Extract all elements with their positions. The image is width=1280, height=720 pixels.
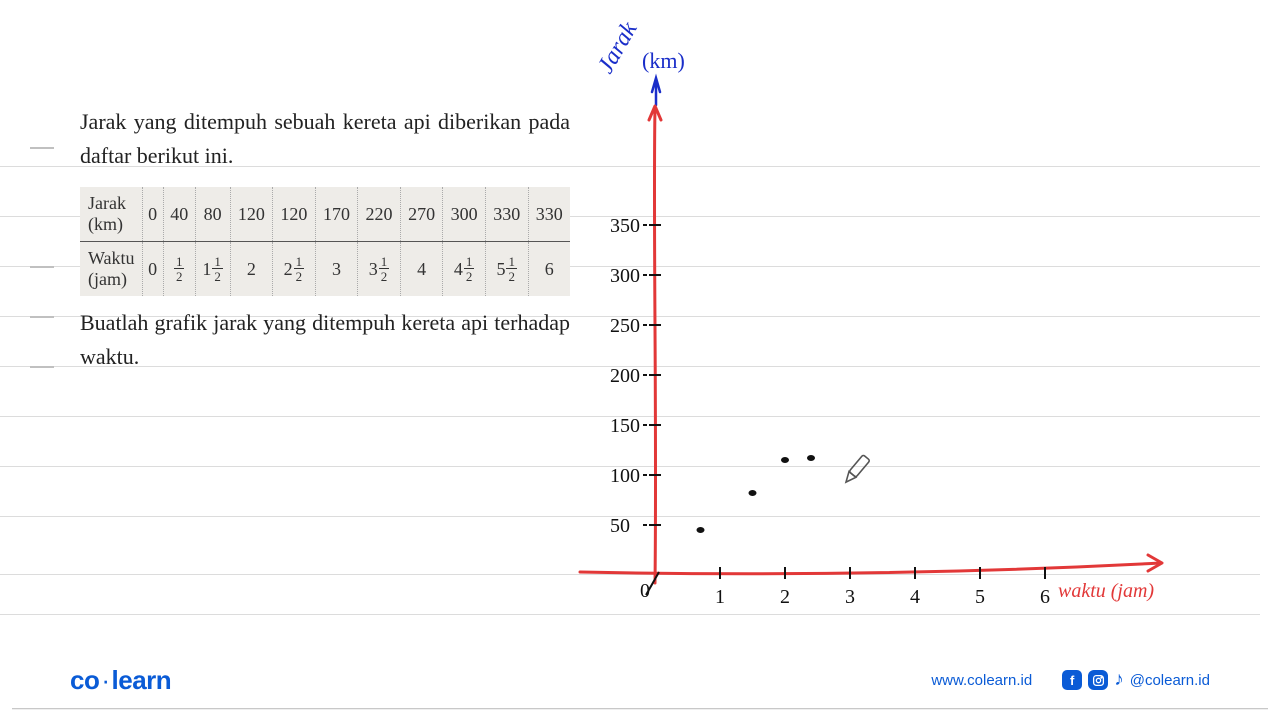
cell: 6 xyxy=(528,242,570,297)
problem-panel: Jarak yang ditempuh sebuah kereta api di… xyxy=(80,105,570,374)
svg-text:150: 150 xyxy=(610,415,640,437)
svg-text:200: 200 xyxy=(610,365,640,387)
svg-text:(km): (km) xyxy=(642,48,685,73)
svg-text:5: 5 xyxy=(975,586,985,608)
cell: 120 xyxy=(230,187,273,242)
brand-learn: learn xyxy=(112,665,172,695)
cell: 270 xyxy=(400,187,443,242)
cell: 12 xyxy=(163,242,195,297)
facebook-icon[interactable]: f xyxy=(1062,670,1082,690)
svg-text:2: 2 xyxy=(780,586,790,608)
table-row-jarak: Jarak (km) 0 40 80 120 120 170 220 270 3… xyxy=(80,187,570,242)
svg-text:1: 1 xyxy=(715,586,725,608)
instagram-icon[interactable] xyxy=(1088,670,1108,690)
brand-co: co xyxy=(70,665,99,695)
brand-logo: co·learn xyxy=(70,665,171,696)
cell: 80 xyxy=(195,187,230,242)
svg-text:100: 100 xyxy=(610,465,640,487)
svg-text:6: 6 xyxy=(1040,586,1050,608)
cell: 120 xyxy=(273,187,316,242)
svg-text:Jarak: Jarak xyxy=(593,20,643,78)
cell: 312 xyxy=(358,242,401,297)
svg-text:350: 350 xyxy=(610,215,640,237)
site-link[interactable]: www.colearn.id xyxy=(931,672,1032,689)
social-icons: f ♪ @colearn.id xyxy=(1062,669,1210,691)
brand-dot: · xyxy=(101,665,109,695)
footer-right: www.colearn.id f ♪ @colearn.id xyxy=(931,669,1210,691)
svg-text:300: 300 xyxy=(610,265,640,287)
svg-text:3: 3 xyxy=(845,586,855,608)
cell: 412 xyxy=(443,242,486,297)
cell: 0 xyxy=(142,187,163,242)
cell: 300 xyxy=(443,187,486,242)
tiktok-icon[interactable]: ♪ xyxy=(1114,669,1124,691)
cell: 170 xyxy=(315,187,358,242)
cell: 220 xyxy=(358,187,401,242)
chart-area: Jarak (km)050100150200250300350123456wak… xyxy=(570,20,1210,620)
row-label-waktu: Waktu (jam) xyxy=(80,242,142,297)
footer: co·learn www.colearn.id f ♪ @colearn.id xyxy=(0,660,1280,700)
social-handle: @colearn.id xyxy=(1130,672,1210,689)
cell: 4 xyxy=(400,242,443,297)
data-table: Jarak (km) 0 40 80 120 120 170 220 270 3… xyxy=(80,187,570,296)
svg-text:waktu (jam): waktu (jam) xyxy=(1058,580,1154,602)
problem-instruction: Buatlah grafik jarak yang ditempuh keret… xyxy=(80,306,570,374)
footer-divider xyxy=(12,708,1268,710)
cell: 512 xyxy=(485,242,528,297)
problem-intro: Jarak yang ditempuh sebuah kereta api di… xyxy=(80,105,570,173)
table-row-waktu: Waktu (jam) 0 12 112 2 212 3 312 4 412 5… xyxy=(80,242,570,297)
cell: 330 xyxy=(485,187,528,242)
svg-text:250: 250 xyxy=(610,315,640,337)
cell: 212 xyxy=(273,242,316,297)
svg-text:50: 50 xyxy=(610,515,630,537)
row-label-jarak: Jarak (km) xyxy=(80,187,142,242)
cell: 2 xyxy=(230,242,273,297)
cell: 330 xyxy=(528,187,570,242)
cell: 40 xyxy=(163,187,195,242)
cell: 3 xyxy=(315,242,358,297)
cell: 112 xyxy=(195,242,230,297)
svg-text:4: 4 xyxy=(910,586,920,608)
cell: 0 xyxy=(142,242,163,297)
